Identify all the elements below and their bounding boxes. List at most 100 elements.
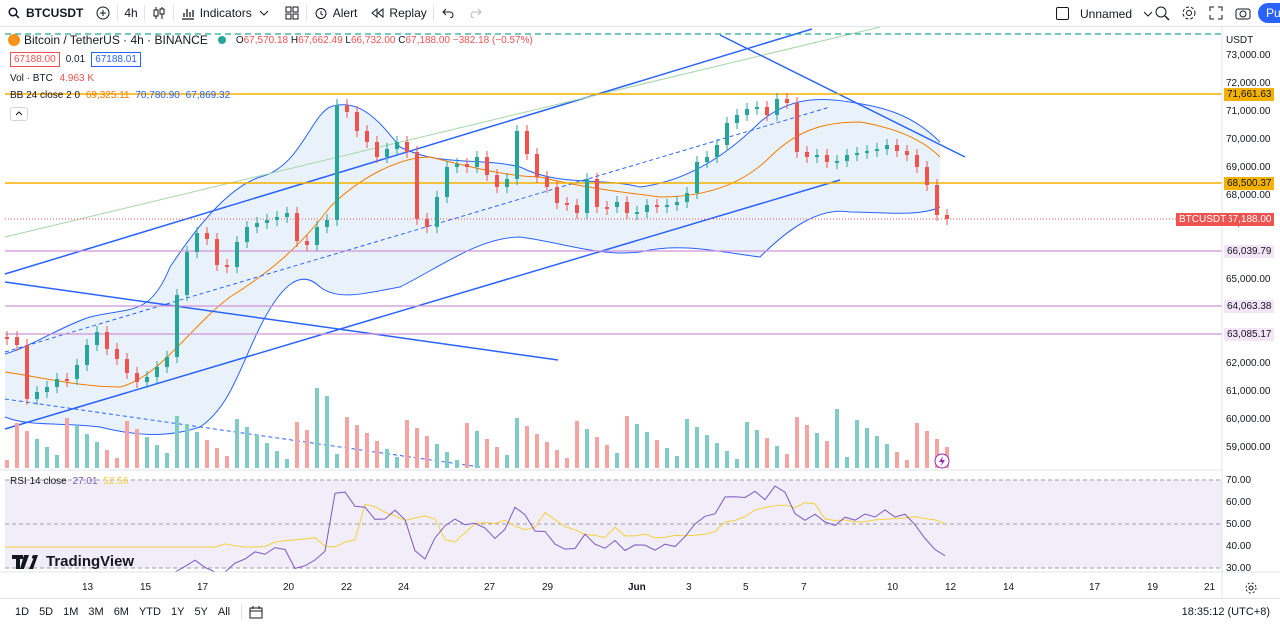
chart-canvas[interactable] <box>0 27 1280 598</box>
range-button-1m[interactable]: 1M <box>63 606 79 618</box>
candle <box>685 193 689 202</box>
volume-bar <box>35 439 39 468</box>
volume-bar <box>15 423 19 468</box>
volume-bar <box>655 440 659 468</box>
volume-bar <box>65 418 69 468</box>
chart-type-button[interactable] <box>145 0 173 27</box>
level-tag-66039: 66,039.79 <box>1224 245 1274 258</box>
layout-name[interactable]: Unnamed <box>1080 6 1133 21</box>
undo-icon <box>440 5 456 21</box>
replay-button[interactable]: Replay <box>363 0 432 27</box>
settings-icon[interactable] <box>1243 580 1259 596</box>
range-button-all[interactable]: All <box>217 606 231 618</box>
time-tick: 15 <box>140 582 152 593</box>
range-button-1d[interactable]: 1D <box>15 606 30 618</box>
volume-bar <box>585 429 589 468</box>
sell-price[interactable]: 67188.00 <box>10 52 60 67</box>
alert-button[interactable]: Alert <box>307 0 364 27</box>
buy-price[interactable]: 67188.01 <box>91 52 141 67</box>
volume-bar <box>55 455 59 468</box>
candle <box>775 99 779 115</box>
candle <box>875 149 879 151</box>
quick-search-icon[interactable] <box>1154 5 1170 21</box>
volume-bar <box>605 445 609 468</box>
range-button-5y[interactable]: 5Y <box>194 606 208 618</box>
candle <box>475 157 479 167</box>
candle <box>755 107 759 109</box>
time-tick: 22 <box>341 582 353 593</box>
volume-bar <box>205 440 209 468</box>
candle <box>235 242 239 267</box>
lightning-icon[interactable] <box>934 453 950 469</box>
price-tick: 68,000.00 <box>1226 190 1271 201</box>
candle <box>275 217 279 220</box>
candle <box>75 365 79 379</box>
tradingview-logo[interactable]: TradingView <box>12 553 134 570</box>
volume-bar <box>165 453 169 468</box>
indicators-button[interactable]: Indicators <box>174 0 278 27</box>
volume-bar <box>685 419 689 468</box>
candle <box>395 142 399 149</box>
price-axis-currency[interactable]: USDT <box>1226 35 1254 46</box>
symbol-legend[interactable]: Bitcoin / TetherUS · 4h · BINANCE O67,57… <box>8 33 533 47</box>
candle <box>645 205 649 212</box>
rsi-legend[interactable]: RSI 14 close 27.01 52.56 <box>10 476 128 487</box>
divider <box>143 5 145 21</box>
range-button-6m[interactable]: 6M <box>113 606 129 618</box>
layouts-button[interactable] <box>278 0 306 27</box>
range-button-1y[interactable]: 1Y <box>170 606 185 618</box>
publish-button[interactable]: Pu <box>1258 3 1280 23</box>
volume-label: Vol · BTC <box>10 73 53 84</box>
range-button-5d[interactable]: 5D <box>39 606 54 618</box>
candle <box>135 373 139 382</box>
level-tag-64063: 64,063.38 <box>1224 300 1274 313</box>
volume-bar <box>725 451 729 468</box>
top-toolbar: BTCUSDT 4h Indicators Alert Replay Unnam… <box>0 0 1280 27</box>
candle <box>165 357 169 367</box>
candle <box>375 142 379 157</box>
chart-area[interactable]: Bitcoin / TetherUS · 4h · BINANCE O67,57… <box>0 27 1280 598</box>
volume-bar <box>225 456 229 468</box>
volume-bar <box>855 420 859 468</box>
candle <box>285 213 289 217</box>
open-value: 67,570.18 <box>243 34 289 46</box>
volume-bar <box>5 460 9 468</box>
fullscreen-icon[interactable] <box>1208 5 1224 21</box>
candle <box>195 233 199 252</box>
camera-icon[interactable] <box>1235 5 1251 21</box>
candle <box>5 337 9 339</box>
chevron-up-icon <box>10 107 28 121</box>
calendar-range-icon[interactable] <box>248 604 264 620</box>
bb-legend[interactable]: BB 24 close 2 0 69,325.11 70,780.90 67,8… <box>10 90 230 101</box>
collapse-legend-button[interactable] <box>10 107 28 121</box>
symbol-search[interactable]: BTCUSDT <box>0 0 89 27</box>
candle <box>345 105 349 112</box>
candle <box>175 295 179 357</box>
volume-legend[interactable]: Vol · BTC 4.963 K <box>10 73 94 84</box>
chevron-down-icon[interactable] <box>256 5 272 21</box>
chevron-down-icon[interactable] <box>1140 6 1156 22</box>
layout-checkbox[interactable] <box>1056 7 1069 20</box>
volume-bar <box>135 429 139 468</box>
interval-button[interactable]: 4h <box>118 0 143 27</box>
rsi-tick: 50.00 <box>1226 519 1252 530</box>
time-tick: 10 <box>887 582 899 593</box>
compare-button[interactable] <box>89 0 117 27</box>
candle <box>65 379 69 381</box>
range-button-3m[interactable]: 3M <box>88 606 104 618</box>
redo-button[interactable] <box>462 0 490 27</box>
layout-name-group: Unnamed <box>1056 0 1156 27</box>
volume-bar <box>75 426 79 468</box>
volume-bar <box>785 454 789 468</box>
candle <box>315 227 319 245</box>
volume-value: 4.963 K <box>59 73 95 84</box>
bb-label: BB 24 close 2 0 <box>10 90 81 101</box>
undo-button[interactable] <box>434 0 462 27</box>
clock[interactable]: 18:35:12 (UTC+8) <box>1181 606 1270 618</box>
volume-bar <box>85 434 89 468</box>
alert-label: Alert <box>332 6 358 20</box>
candle <box>855 153 859 155</box>
range-button-ytd[interactable]: YTD <box>138 606 161 618</box>
candle <box>585 179 589 213</box>
settings-icon[interactable] <box>1181 5 1197 21</box>
